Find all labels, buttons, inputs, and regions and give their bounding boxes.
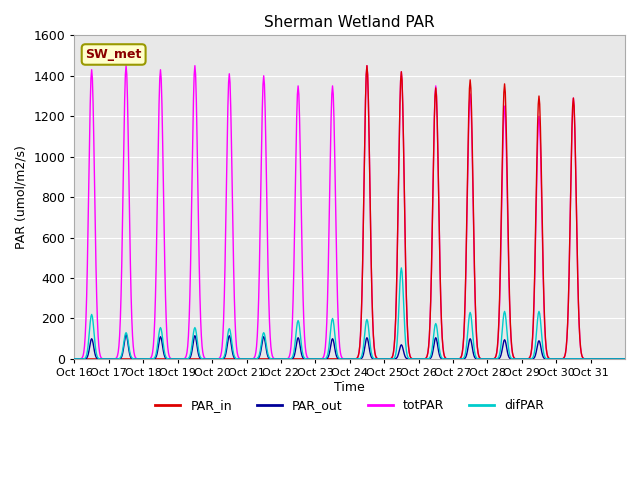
Legend: PAR_in, PAR_out, totPAR, difPAR: PAR_in, PAR_out, totPAR, difPAR	[150, 395, 549, 418]
Y-axis label: PAR (umol/m2/s): PAR (umol/m2/s)	[15, 145, 28, 249]
Title: Sherman Wetland PAR: Sherman Wetland PAR	[264, 15, 435, 30]
Text: SW_met: SW_met	[86, 48, 142, 61]
X-axis label: Time: Time	[334, 381, 365, 394]
